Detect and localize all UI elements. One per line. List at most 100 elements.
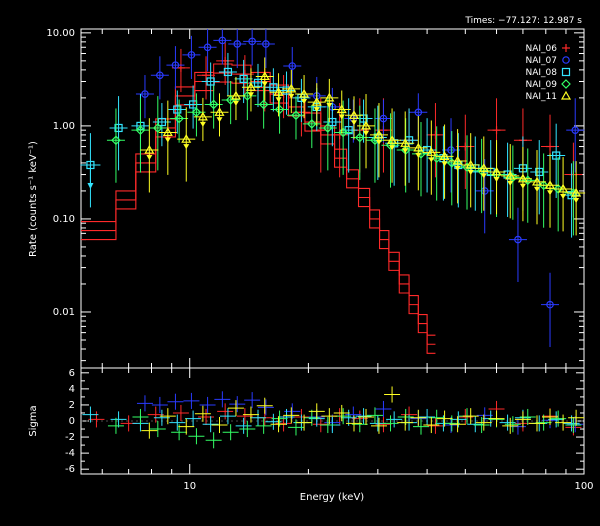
data-point-nai-11 (501, 144, 520, 219)
marker-nai-07 (288, 62, 297, 70)
residual-nai-11 (370, 417, 387, 434)
data-points (80, 29, 586, 348)
marker-nai-09 (354, 132, 365, 143)
marker-nai-07 (218, 36, 227, 45)
residual-nai-11 (141, 422, 158, 439)
data-point-nai-09 (148, 96, 167, 171)
marker-nai-09 (274, 104, 285, 115)
residual-nai-11 (159, 408, 176, 425)
data-point-nai-07 (228, 29, 247, 69)
arrow-nai-11 (338, 114, 345, 120)
residual-nai-11 (296, 414, 313, 431)
residual-nai-11 (462, 408, 479, 425)
marker-nai-08 (282, 86, 291, 95)
residual-nai-09 (504, 416, 521, 433)
residual-nai-11 (502, 417, 519, 434)
sigma-tick-label: 0 (69, 416, 75, 427)
data-point-nai-11 (461, 133, 480, 208)
data-point-nai-07 (182, 35, 201, 80)
marker-nai-07 (514, 235, 522, 244)
residual-nai-09 (412, 418, 429, 435)
marker-nai-11 (197, 111, 208, 121)
y-axis-label-bottom: Sigma (28, 405, 39, 436)
data-point-nai-11 (541, 153, 560, 228)
marker-nai-11 (373, 129, 385, 139)
data-point-nai-11 (554, 157, 573, 232)
data-point-nai-09 (318, 96, 337, 171)
data-point-nai-07 (256, 29, 275, 69)
marker-nai-09 (208, 99, 219, 110)
residual-nai-11 (308, 403, 325, 420)
y-tick-label: 1.00 (53, 121, 75, 132)
marker-nai-11 (491, 166, 502, 176)
residual-nai-07 (214, 391, 231, 408)
residual-nai-09 (473, 416, 490, 434)
marker-nai-07 (248, 37, 256, 46)
marker-nai-11 (387, 135, 398, 144)
legend-marker-nai-08 (561, 67, 571, 77)
data-point-nai-07 (150, 56, 169, 100)
model-steps (81, 63, 436, 354)
marker-nai-11 (259, 71, 270, 81)
y-tick-label: 10.00 (46, 28, 75, 39)
arrow-nai-11 (275, 97, 282, 103)
arrow-nai-11 (547, 190, 554, 196)
data-point-nai-11 (193, 97, 212, 142)
legend-label-nai-06: NAI_06 (526, 44, 558, 54)
marker-nai-11 (413, 142, 424, 152)
legend-marker-nai-06 (562, 44, 570, 52)
marker-nai-11 (311, 96, 322, 106)
marker-nai-07 (156, 71, 164, 80)
data-point-nai-09 (106, 108, 125, 183)
data-point-nai-11 (255, 57, 274, 101)
x-tick-label: 100 (574, 481, 593, 492)
residual-nai-09 (366, 407, 383, 424)
marker-nai-06 (546, 142, 555, 151)
data-point-nai-06 (456, 114, 475, 189)
arrow-nai-11 (183, 144, 190, 150)
marker-nai-11 (273, 87, 284, 96)
marker-nai-11 (360, 120, 372, 130)
residual-nai-08 (82, 406, 99, 423)
data-point-nai-07 (508, 207, 527, 283)
residual-nai-09 (188, 428, 205, 445)
residual-nai-11 (178, 418, 195, 435)
arrow-nai-11 (573, 198, 580, 204)
marker-nai-11 (336, 104, 347, 114)
residual-nai-11 (242, 406, 259, 423)
residual-nai-07 (567, 416, 584, 433)
data-point-nai-07 (135, 75, 154, 119)
arrow-nai-11 (350, 120, 357, 126)
residual-nai-08 (450, 411, 467, 428)
sigma-tick-label: -2 (65, 432, 75, 443)
marker-nai-08 (114, 123, 123, 133)
marker-nai-09 (322, 123, 333, 133)
data-point-nai-11 (422, 120, 441, 195)
data-point-nai-11 (369, 103, 388, 178)
arrow-nai-11 (493, 176, 500, 182)
data-point-nai-11 (269, 73, 288, 117)
arrow-nai-11 (164, 137, 171, 143)
marker-nai-11 (400, 138, 411, 147)
marker-nai-06 (431, 130, 440, 139)
legend-label-nai-07: NAI_07 (526, 56, 558, 66)
marker-nai-08 (173, 105, 182, 114)
arrow-nai-11 (560, 193, 567, 199)
marker-nai-09 (462, 162, 472, 173)
marker-nai-09 (306, 119, 317, 129)
residual-nai-08 (235, 417, 252, 434)
data-point-nai-11 (158, 100, 177, 175)
marker-nai-11 (324, 92, 335, 102)
residual-nai-07 (229, 396, 246, 413)
model-step-nai-06-1 (81, 63, 436, 336)
residual-nai-11 (333, 404, 350, 421)
residual-nai-09 (335, 408, 352, 425)
marker-nai-08 (552, 151, 561, 160)
residual-nai-07 (151, 396, 168, 413)
marker-nai-06 (240, 70, 249, 79)
residual-nai-11 (256, 397, 273, 414)
marker-nai-11 (299, 88, 310, 98)
legend-marker-nai-09 (561, 79, 571, 89)
marker-nai-07 (379, 114, 388, 123)
